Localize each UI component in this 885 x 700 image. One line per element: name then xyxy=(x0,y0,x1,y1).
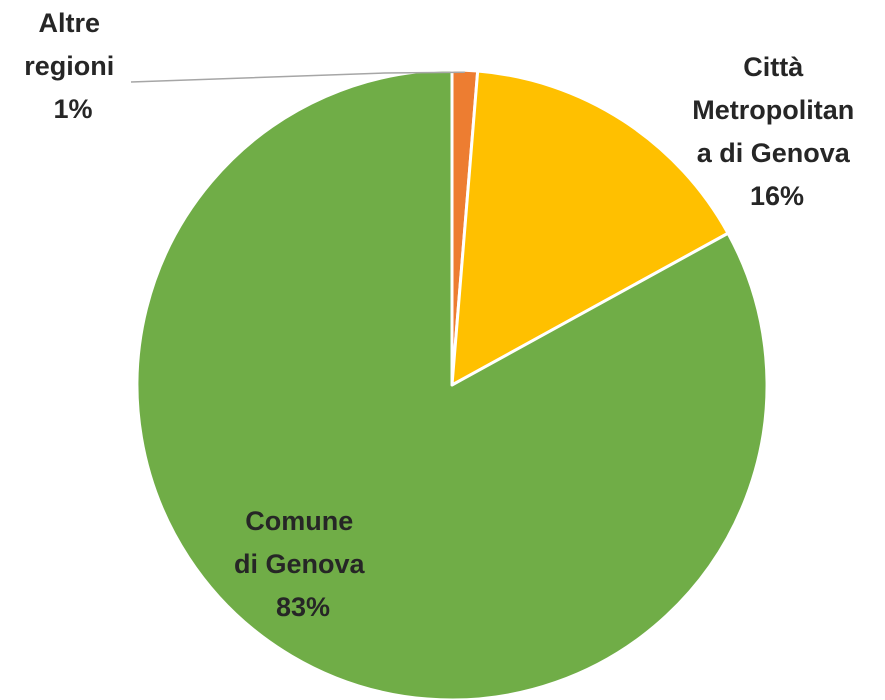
slice-label-comune-di-genova: Comune di Genova 83% xyxy=(234,506,372,622)
label-line: regioni xyxy=(24,51,114,81)
label-line: a di Genova xyxy=(697,138,851,168)
label-percent: 1% xyxy=(53,94,92,124)
pie-slice-citta-metropolitana-di-genova xyxy=(450,69,730,387)
label-line: Comune xyxy=(245,506,353,536)
pie-slice-comune-di-genova xyxy=(135,68,769,700)
leader-line-altre-regioni xyxy=(130,71,465,83)
slice-labels: Altre regioni 1% Città Metropolitan a di… xyxy=(24,8,862,622)
slice-label-altre-regioni: Altre regioni 1% xyxy=(24,8,122,124)
label-line: Metropolitan xyxy=(692,95,854,125)
label-percent: 16% xyxy=(750,181,804,211)
label-percent: 83% xyxy=(276,592,330,622)
slice-label-citta-metropolitana: Città Metropolitan a di Genova 16% xyxy=(692,52,862,211)
label-line: di Genova xyxy=(234,549,366,579)
pie-slices xyxy=(135,68,769,700)
label-line: Altre xyxy=(38,8,100,38)
label-line: Città xyxy=(743,52,804,82)
leader-lines xyxy=(130,71,465,83)
